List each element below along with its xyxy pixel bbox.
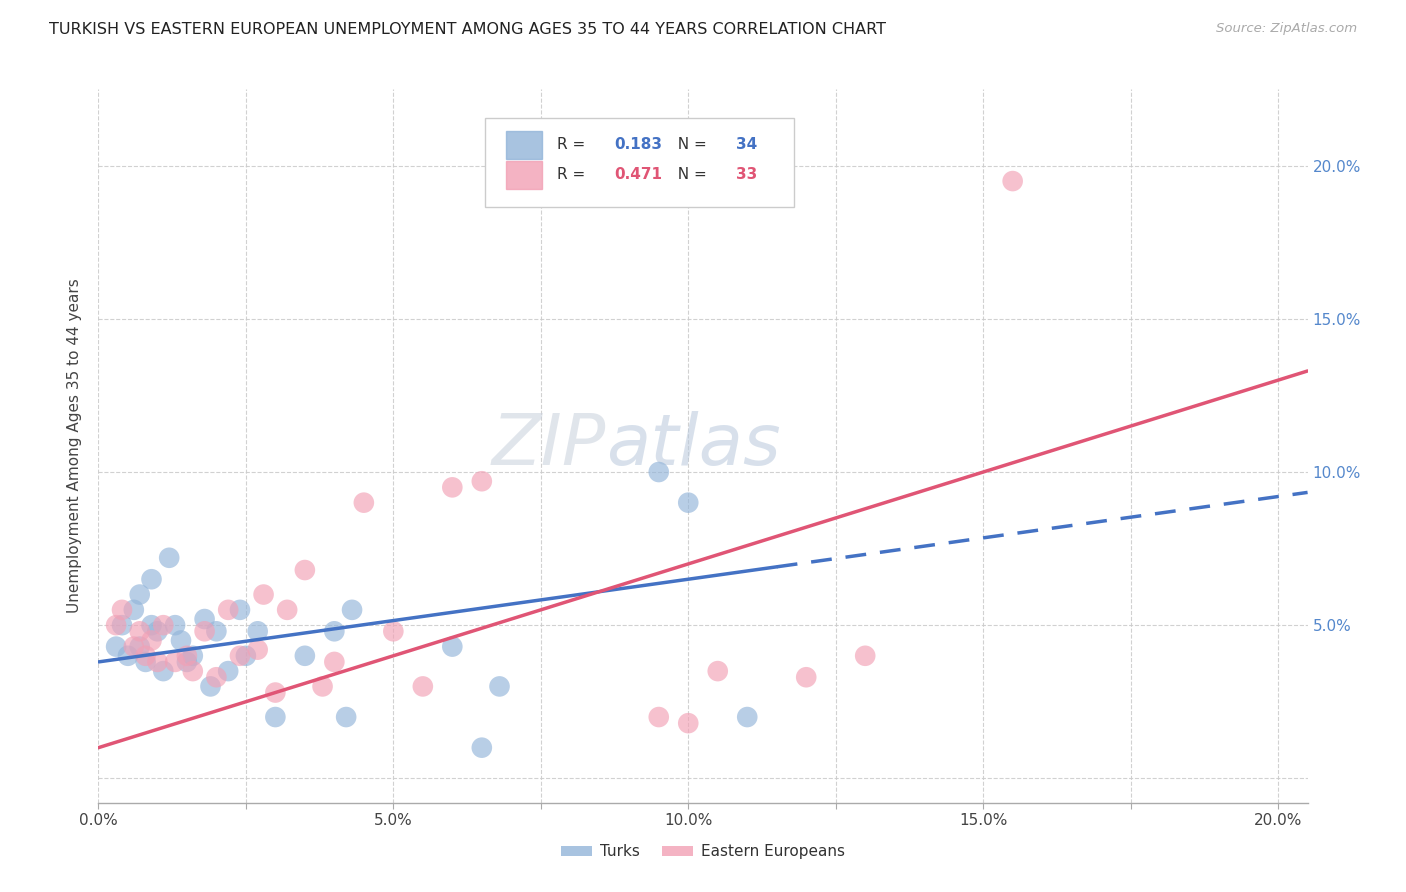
Point xyxy=(311,680,333,694)
Point xyxy=(122,603,145,617)
Point xyxy=(128,624,150,639)
Point xyxy=(135,648,157,663)
Text: 33: 33 xyxy=(735,168,756,182)
Point xyxy=(246,624,269,639)
Point xyxy=(323,655,346,669)
Point xyxy=(217,603,239,617)
Point xyxy=(471,740,494,755)
Point xyxy=(152,664,174,678)
Point xyxy=(648,710,671,724)
Point xyxy=(353,496,375,510)
Point xyxy=(323,624,346,639)
Point xyxy=(194,624,217,639)
Point xyxy=(294,563,316,577)
Text: N =: N = xyxy=(668,137,711,153)
Point xyxy=(340,603,363,617)
Point xyxy=(128,588,150,602)
Point xyxy=(205,624,228,639)
Text: 0.471: 0.471 xyxy=(614,168,662,182)
Point xyxy=(111,603,134,617)
Text: R =: R = xyxy=(557,168,589,182)
Point xyxy=(141,618,163,632)
Point xyxy=(794,670,817,684)
Text: TURKISH VS EASTERN EUROPEAN UNEMPLOYMENT AMONG AGES 35 TO 44 YEARS CORRELATION C: TURKISH VS EASTERN EUROPEAN UNEMPLOYMENT… xyxy=(49,22,886,37)
Point xyxy=(141,633,163,648)
Point xyxy=(181,648,204,663)
Point xyxy=(1001,174,1024,188)
Bar xyxy=(506,130,543,159)
Point xyxy=(146,624,169,639)
Point xyxy=(135,655,157,669)
Point xyxy=(105,640,128,654)
Point xyxy=(412,680,434,694)
Point xyxy=(246,642,269,657)
Point xyxy=(157,550,180,565)
Point xyxy=(229,648,252,663)
Point xyxy=(205,670,228,684)
Text: N =: N = xyxy=(668,168,711,182)
Point xyxy=(648,465,671,479)
Legend: Turks, Eastern Europeans: Turks, Eastern Europeans xyxy=(561,845,845,859)
Point xyxy=(217,664,239,678)
Point xyxy=(152,618,174,632)
Point xyxy=(294,648,316,663)
Point xyxy=(264,710,287,724)
Bar xyxy=(506,161,543,189)
Point xyxy=(235,648,257,663)
Text: ZIP: ZIP xyxy=(492,411,606,481)
Point xyxy=(146,655,169,669)
Point xyxy=(105,618,128,632)
Text: 34: 34 xyxy=(735,137,756,153)
Point xyxy=(122,640,145,654)
Point xyxy=(165,655,187,669)
Point xyxy=(252,588,274,602)
Point xyxy=(111,618,134,632)
FancyBboxPatch shape xyxy=(485,118,793,207)
Point xyxy=(276,603,298,617)
Text: Source: ZipAtlas.com: Source: ZipAtlas.com xyxy=(1216,22,1357,36)
Point xyxy=(678,716,700,731)
Text: atlas: atlas xyxy=(606,411,780,481)
Point xyxy=(853,648,876,663)
Point xyxy=(200,680,222,694)
Point xyxy=(441,640,464,654)
Point xyxy=(471,474,494,488)
Text: 0.183: 0.183 xyxy=(614,137,662,153)
Point xyxy=(128,640,150,654)
Text: R =: R = xyxy=(557,137,589,153)
Point xyxy=(165,618,187,632)
Point xyxy=(488,680,510,694)
Point xyxy=(141,572,163,586)
Point xyxy=(181,664,204,678)
Point xyxy=(170,633,193,648)
Point xyxy=(176,648,198,663)
Point xyxy=(117,648,139,663)
Point xyxy=(678,496,700,510)
Point xyxy=(335,710,357,724)
Point xyxy=(229,603,252,617)
Point xyxy=(176,655,198,669)
Point xyxy=(194,612,217,626)
Point xyxy=(441,480,464,494)
Point xyxy=(735,710,758,724)
Point xyxy=(264,685,287,699)
Point xyxy=(706,664,728,678)
Y-axis label: Unemployment Among Ages 35 to 44 years: Unemployment Among Ages 35 to 44 years xyxy=(67,278,83,614)
Point xyxy=(382,624,405,639)
